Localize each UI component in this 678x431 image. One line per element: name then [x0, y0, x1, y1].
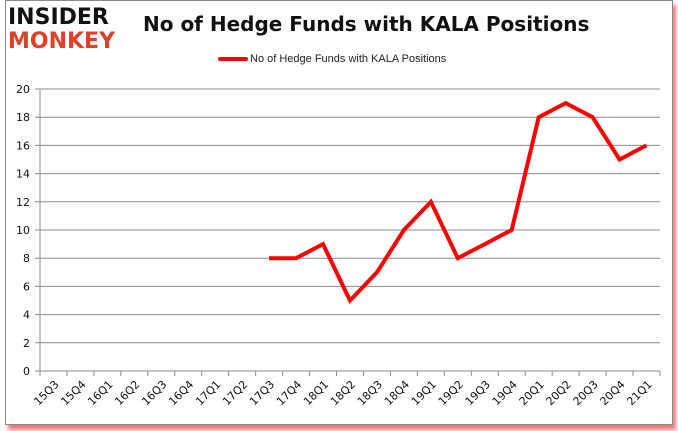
y-tick-label: 0 [23, 365, 30, 378]
x-tick-label: 18Q1 [301, 378, 331, 408]
y-tick-label: 12 [16, 196, 30, 209]
x-tick-label: 16Q1 [85, 378, 115, 408]
logo-line-2: MONKEY [8, 29, 116, 54]
x-tick-label: 17Q4 [274, 378, 304, 408]
x-tick-label: 15Q4 [58, 378, 88, 408]
legend-line-swatch-icon [218, 57, 248, 61]
chart-legend: No of Hedge Funds with KALA Positions [218, 53, 446, 65]
logo-line-1: INSIDER [8, 5, 109, 30]
chart-title: No of Hedge Funds with KALA Positions [143, 12, 590, 36]
y-tick-label: 18 [16, 111, 30, 124]
legend-label: No of Hedge Funds with KALA Positions [250, 53, 447, 65]
x-tick-label: 17Q1 [193, 378, 223, 408]
x-tick-label: 16Q3 [139, 378, 169, 408]
y-tick-label: 14 [16, 168, 30, 181]
x-tick-label: 20Q1 [517, 378, 547, 408]
x-tick-label: 18Q4 [382, 378, 412, 408]
y-tick-label: 16 [16, 139, 30, 152]
y-tick-label: 2 [23, 337, 30, 350]
x-tick-label: 17Q2 [220, 378, 250, 408]
x-tick-label: 16Q4 [166, 378, 196, 408]
x-tick-label: 17Q3 [247, 378, 277, 408]
y-tick-label: 4 [23, 309, 30, 322]
x-tick-label: 20Q2 [544, 378, 574, 408]
x-tick-label: 16Q2 [112, 378, 142, 408]
x-tick-label: 21Q1 [624, 378, 654, 408]
x-tick-label: 18Q3 [355, 378, 385, 408]
x-tick-label: 19Q3 [463, 378, 493, 408]
chart-frame [5, 0, 673, 425]
x-tick-label: 20Q4 [598, 378, 628, 408]
x-tick-label: 19Q2 [436, 378, 466, 408]
insider-monkey-logo: INSIDER MONKEY [8, 6, 126, 56]
x-tick-label: 18Q2 [328, 378, 358, 408]
x-tick-label: 19Q4 [490, 378, 520, 408]
y-tick-label: 10 [16, 224, 30, 237]
x-tick-label: 15Q3 [31, 378, 61, 408]
x-tick-label: 20Q3 [571, 378, 601, 408]
y-tick-label: 8 [23, 252, 30, 265]
x-tick-label: 19Q1 [409, 378, 439, 408]
series-line [269, 100, 648, 304]
y-tick-label: 6 [23, 280, 30, 293]
y-tick-label: 20 [16, 83, 30, 96]
